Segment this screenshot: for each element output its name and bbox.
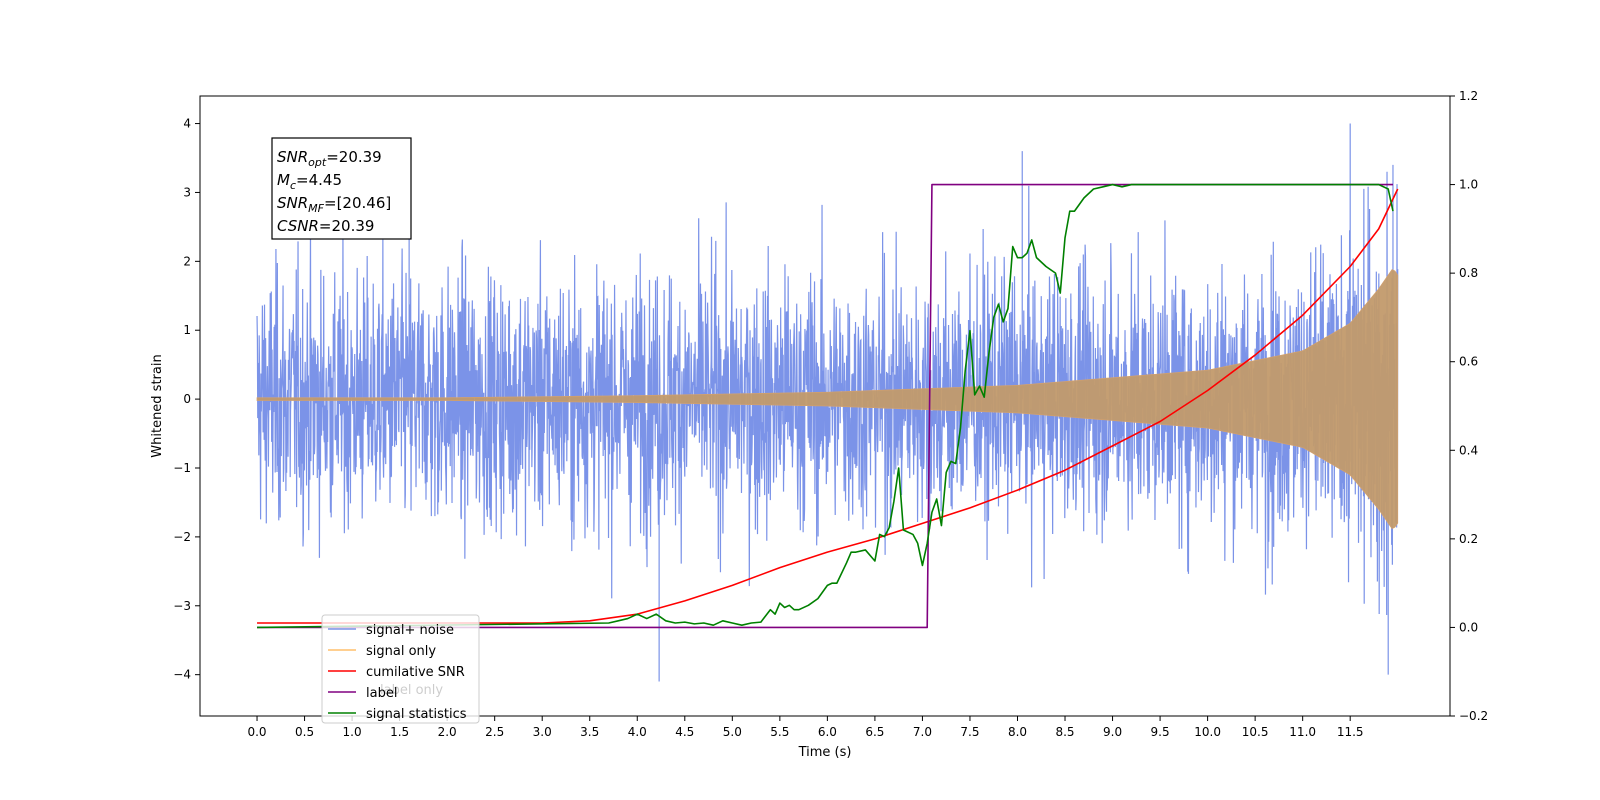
annotation-frame: [271, 137, 412, 240]
annotation-subscript: opt: [308, 156, 327, 169]
x-tick-label: 6.0: [818, 725, 837, 739]
x-tick-label: 6.5: [865, 725, 884, 739]
x-tick-label: 8.0: [1008, 725, 1027, 739]
annotation-value: =[20.46]: [324, 194, 391, 212]
y2-tick-label: −0.2: [1459, 709, 1488, 723]
y2-tick-label: 0.2: [1459, 532, 1478, 546]
x-tick-label: 7.0: [913, 725, 932, 739]
x-tick-label: 9.0: [1103, 725, 1122, 739]
axes: 0.0 0.5 1.0 1.5 2.0 2.5 3.0 3.5 4.0 4.5 5.0 5.5 6.0 6…: [173, 89, 1488, 739]
x-tick-label: 1.0: [343, 725, 362, 739]
y-axis-label: Whitened strain: [150, 354, 165, 457]
annotation-value: =20.39: [326, 148, 382, 166]
x-tick-label: 3.5: [580, 725, 599, 739]
y-tick-label: −4: [173, 668, 191, 682]
y2-tick-label: 0.0: [1459, 620, 1478, 634]
annotation-symbol: M: [277, 171, 290, 189]
annotation-value: =20.39: [319, 217, 375, 235]
series-signal-noise: [256, 123, 1399, 682]
x-tick-label: 5.0: [723, 725, 742, 739]
x-tick-label: 2.0: [438, 725, 457, 739]
annotation-subscript: MF: [308, 202, 324, 215]
x-tick-label: 11.0: [1289, 725, 1316, 739]
annotation-symbol: SNR: [277, 194, 308, 212]
series-cumulative-snr: [257, 188, 1399, 624]
annotation-symbol: CSNR: [277, 217, 319, 235]
annotation-line: SNRMF=[20.46]: [277, 194, 391, 215]
x-tick-label: 4.5: [675, 725, 694, 739]
series-signal-only: [256, 269, 1399, 530]
annotation-symbol: SNR: [277, 148, 308, 166]
x-tick-label: 10.0: [1194, 725, 1221, 739]
legend-label: signal statistics: [366, 707, 467, 722]
x-tick-label: 1.5: [390, 725, 409, 739]
x-tick-label: 4.0: [628, 725, 647, 739]
x-tick-label: 0.5: [295, 725, 314, 739]
x-tick-label: 8.5: [1055, 725, 1074, 739]
legend-label: signal+ noise: [366, 623, 454, 638]
plot-area: [256, 123, 1399, 682]
y-tick-label: 3: [183, 185, 191, 199]
y-tick-label: 4: [183, 117, 191, 131]
y-tick-label: 2: [183, 254, 191, 268]
y-tick-label: −1: [173, 461, 191, 475]
x-tick-label: 10.5: [1242, 725, 1269, 739]
annotation-line: Mc=4.45: [277, 171, 342, 192]
x-axis-label: Time (s): [798, 745, 852, 760]
annotation-line: CSNR=20.39: [277, 217, 374, 235]
annotation-subscript: c: [290, 179, 296, 192]
legend-label: signal only: [366, 644, 436, 659]
y-tick-label: −3: [173, 599, 191, 613]
x-tick-label: 0.0: [247, 725, 266, 739]
y2-tick-label: 0.8: [1459, 266, 1478, 280]
x-tick-label: 3.0: [533, 725, 552, 739]
y2-tick-label: 1.2: [1459, 89, 1478, 103]
y-tick-label: −2: [173, 530, 191, 544]
x-tick-label: 11.5: [1337, 725, 1364, 739]
x-tick-label: 2.5: [485, 725, 504, 739]
y2-tick-label: 0.4: [1459, 443, 1478, 457]
annotation-value: =4.45: [296, 171, 342, 189]
y-tick-label: 1: [183, 323, 191, 337]
y-tick-label: 0: [183, 392, 191, 406]
legend-label: label: [366, 686, 397, 701]
y2-tick-label: 0.6: [1459, 355, 1478, 369]
y2-tick-label: 1.0: [1459, 178, 1478, 192]
series-signal-statistics: [257, 183, 1394, 629]
annotation-line: SNRopt=20.39: [277, 148, 382, 169]
legend-label: cumilative SNR: [366, 665, 465, 680]
annotation-box: SNRopt=20.39Mc=4.45SNRMF=[20.46]CSNR=20.…: [271, 137, 412, 240]
legend-frame: [321, 614, 480, 724]
x-tick-label: 7.5: [960, 725, 979, 739]
x-tick-label: 9.5: [1151, 725, 1170, 739]
plot-frame: [199, 95, 1451, 717]
x-tick-label: 5.5: [770, 725, 789, 739]
